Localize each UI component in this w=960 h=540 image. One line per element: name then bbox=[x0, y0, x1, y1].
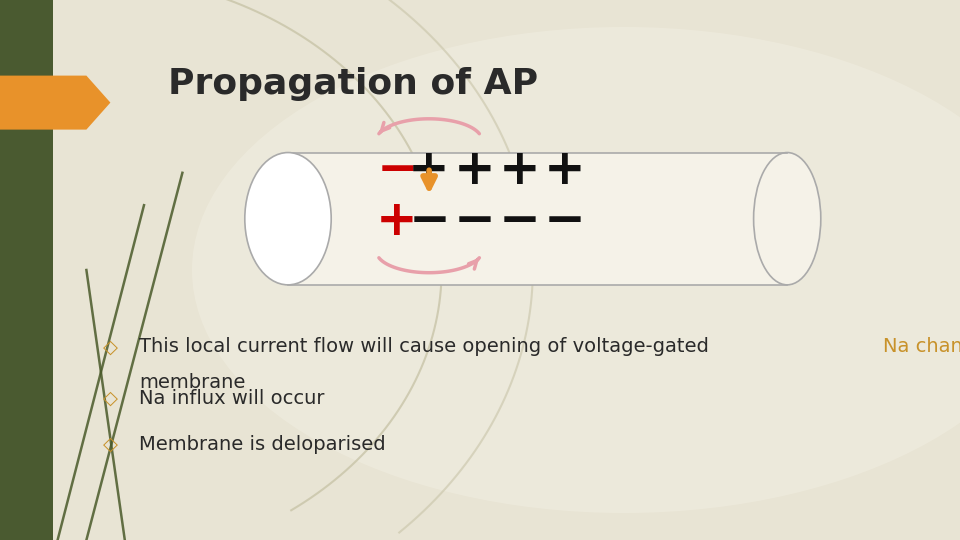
Text: +: + bbox=[498, 146, 540, 194]
Text: Na channel: Na channel bbox=[882, 338, 960, 356]
Ellipse shape bbox=[245, 152, 331, 285]
Polygon shape bbox=[0, 76, 110, 130]
Text: +: + bbox=[543, 146, 586, 194]
Ellipse shape bbox=[754, 152, 821, 285]
Bar bbox=[0, 0, 53, 540]
Text: −: − bbox=[498, 198, 540, 245]
Text: Propagation of AP: Propagation of AP bbox=[168, 67, 539, 100]
Text: Membrane is deloparised: Membrane is deloparised bbox=[139, 435, 386, 454]
Text: −: − bbox=[376, 146, 419, 194]
Text: Na influx will occur: Na influx will occur bbox=[139, 389, 324, 408]
Text: +: + bbox=[375, 198, 418, 245]
Text: This local current flow will cause opening of voltage-gated: This local current flow will cause openi… bbox=[139, 338, 715, 356]
Text: −: − bbox=[408, 198, 450, 245]
Bar bbox=[288, 152, 787, 285]
Text: ◇: ◇ bbox=[103, 389, 118, 408]
Text: ◇: ◇ bbox=[103, 435, 118, 454]
Text: +: + bbox=[453, 146, 495, 194]
Ellipse shape bbox=[192, 27, 960, 513]
Text: +: + bbox=[408, 146, 450, 194]
Text: −: − bbox=[453, 198, 495, 245]
Text: ◇: ◇ bbox=[103, 338, 118, 356]
Text: membrane: membrane bbox=[139, 373, 246, 392]
Text: −: − bbox=[543, 198, 586, 245]
